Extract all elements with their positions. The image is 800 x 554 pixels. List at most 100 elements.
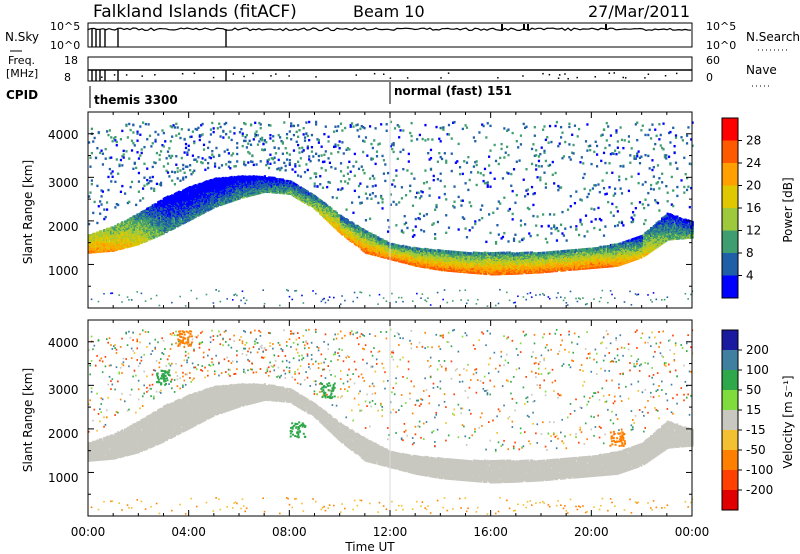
power-cell <box>146 167 148 169</box>
power-cell <box>307 169 309 171</box>
power-cell <box>352 212 354 214</box>
freq-label-1: Freq. <box>8 54 35 67</box>
power-cell <box>309 160 311 162</box>
power-cell <box>207 162 209 164</box>
power-cell <box>141 148 143 150</box>
power-cell <box>168 175 170 177</box>
power-cell <box>330 152 332 154</box>
power-cell <box>341 187 343 189</box>
power-cell <box>105 216 107 218</box>
power-cell <box>340 180 342 182</box>
power-cell <box>257 134 259 136</box>
power-cell <box>211 150 213 152</box>
power-cell <box>253 138 255 140</box>
power-cell <box>114 136 116 138</box>
nave-dot <box>497 77 499 79</box>
power-cell <box>297 144 299 146</box>
power-cell <box>178 133 180 135</box>
power-cell <box>243 161 245 163</box>
power-cell <box>329 181 331 183</box>
power-cell <box>153 188 155 190</box>
power-cell <box>192 154 194 156</box>
power-cell <box>298 129 300 131</box>
power-cell <box>132 131 134 133</box>
power-cell <box>272 135 274 137</box>
power-cell <box>296 290 298 292</box>
nave-dot <box>522 75 524 77</box>
power-cell <box>121 130 123 132</box>
power-cell <box>236 153 238 155</box>
power-cell <box>286 158 288 160</box>
power-cell <box>207 147 209 149</box>
power-cell <box>362 169 364 171</box>
power-cell <box>229 130 231 132</box>
power-cell <box>250 123 252 125</box>
power-cell <box>143 185 145 187</box>
power-cell <box>293 149 295 151</box>
nave-dot <box>275 73 277 75</box>
power-cell <box>304 136 306 138</box>
power-cell <box>339 140 341 142</box>
freq-trace <box>88 70 692 81</box>
power-cell <box>303 149 305 151</box>
power-cell <box>154 139 156 141</box>
power-cell <box>279 305 281 307</box>
power-cell <box>319 175 321 177</box>
cpid-row: CPID themis 3300 normal (fast) 151 <box>6 82 512 108</box>
power-cell <box>152 176 154 178</box>
date-label: 27/Mar/2011 <box>588 2 690 21</box>
power-cell <box>304 139 306 141</box>
power-cell <box>91 183 93 185</box>
power-cell <box>329 162 331 164</box>
power-cell <box>193 170 195 172</box>
power-cell <box>289 130 291 132</box>
power-cell <box>343 152 345 154</box>
power-cell <box>318 141 320 143</box>
power-cell <box>315 153 317 155</box>
power-cell <box>359 182 361 184</box>
power-cell <box>322 187 324 189</box>
power-cell <box>211 153 213 155</box>
power-cell <box>202 133 204 135</box>
nave-dot <box>542 73 544 75</box>
power-cell <box>332 196 334 198</box>
nave-dot <box>114 74 116 76</box>
power-cell <box>285 147 287 149</box>
cpid-mode-1: themis 3300 <box>94 93 178 107</box>
power-cell <box>204 159 206 161</box>
power-cell <box>92 212 94 214</box>
power-cell <box>179 296 181 298</box>
power-cell <box>362 151 364 153</box>
power-cell <box>311 146 313 148</box>
power-cell <box>285 165 287 167</box>
nave-dot <box>270 75 272 77</box>
power-cell <box>188 145 190 147</box>
power-cell <box>296 141 298 143</box>
power-cell <box>348 161 350 163</box>
power-cell <box>363 140 365 142</box>
power-cell <box>174 183 176 185</box>
power-cell <box>246 134 248 136</box>
power-cell <box>355 161 357 163</box>
power-cell <box>290 122 292 124</box>
power-cell <box>167 162 169 164</box>
power-cell <box>298 165 300 167</box>
power-cell <box>348 148 350 150</box>
power-cell <box>314 182 316 184</box>
power-cell <box>330 207 332 209</box>
power-cell <box>261 137 263 139</box>
power-cell <box>244 140 246 142</box>
power-cell <box>125 125 127 127</box>
power-cell <box>343 175 345 177</box>
power-cell <box>315 123 317 125</box>
power-cell <box>253 164 255 166</box>
power-cell <box>171 155 173 157</box>
power-cell <box>236 146 238 148</box>
nave-tick-top: 60 <box>706 54 720 67</box>
power-cell <box>184 172 186 174</box>
power-cell <box>207 167 209 169</box>
power-cell <box>293 134 295 136</box>
power-cell <box>282 153 284 155</box>
power-cell <box>294 165 296 167</box>
power-cell <box>142 187 144 189</box>
